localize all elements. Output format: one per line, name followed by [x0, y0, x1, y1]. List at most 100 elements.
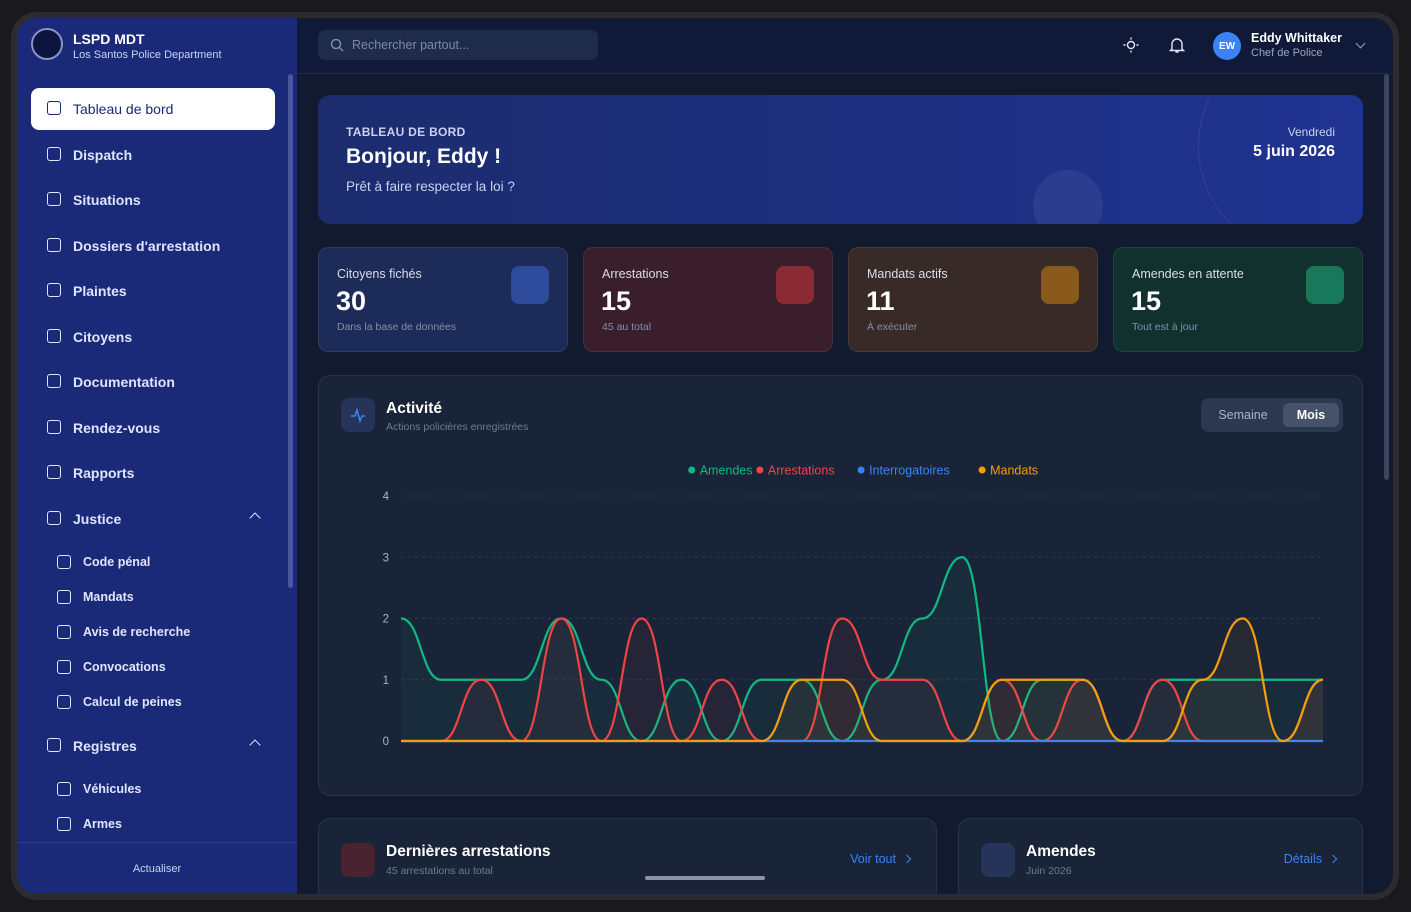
- legend-label: Amendes: [700, 464, 753, 478]
- nav-icon: [47, 147, 61, 161]
- nav-item[interactable]: Tableau de bord: [31, 88, 275, 130]
- topbar: Rechercher partout... EW Eddy Whittaker …: [297, 18, 1393, 74]
- series-area: [401, 557, 1323, 741]
- stat-label: Citoyens fichés: [337, 267, 422, 281]
- stat-label: Amendes en attente: [1132, 267, 1244, 281]
- nav-item[interactable]: Documentation: [31, 361, 275, 403]
- nav-icon: [57, 695, 71, 709]
- arrests-icon: [341, 843, 375, 877]
- nav-icon: [47, 329, 61, 343]
- nav-icon: [47, 101, 61, 115]
- arrests-title: Dernières arrestations: [386, 843, 551, 860]
- nav-subitem[interactable]: Mandats: [31, 582, 275, 612]
- nav-icon: [47, 465, 61, 479]
- nav-label: Registres: [73, 738, 137, 754]
- nav-chevron: [249, 739, 261, 751]
- stat-note: À exécuter: [867, 321, 918, 333]
- brand: LSPD MDT: [73, 31, 145, 47]
- activity-title: Activité: [386, 400, 442, 417]
- nav-subitem[interactable]: Véhicules: [31, 774, 275, 804]
- activity-icon: [341, 398, 375, 432]
- nav-item[interactable]: Dossiers d'arrestation: [31, 225, 275, 267]
- user-name: Eddy Whittaker: [1251, 31, 1342, 45]
- decor: [1033, 170, 1103, 224]
- sidebar: LSPD MDT Los Santos Police Department Ac…: [17, 18, 297, 894]
- y-tick-label: 3: [383, 552, 389, 564]
- brand-subtitle: Los Santos Police Department: [73, 49, 222, 61]
- y-tick-label: 4: [383, 491, 390, 503]
- nav-icon: [47, 420, 61, 434]
- fines-link[interactable]: Détails: [1283, 852, 1322, 866]
- stat-value: 11: [866, 286, 895, 316]
- nav-item[interactable]: Rendez-vous: [31, 407, 275, 449]
- nav-label: Situations: [73, 192, 141, 208]
- y-tick-label: 2: [383, 614, 389, 626]
- nav-icon: [57, 555, 71, 569]
- fines-subtitle: Juin 2026: [1026, 865, 1072, 877]
- hero-date: 5 juin 2026: [1253, 143, 1335, 160]
- nav-label: Code pénal: [83, 555, 151, 569]
- nav-subitem[interactable]: Calcul de peines: [31, 687, 275, 717]
- stat-value: 15: [601, 286, 632, 316]
- nav-label: Armes: [83, 817, 122, 831]
- avatar[interactable]: EW: [1213, 32, 1241, 60]
- nav-item[interactable]: Dispatch: [31, 134, 275, 176]
- nav-label: Rapports: [73, 465, 135, 481]
- search-placeholder: Rechercher partout...: [352, 38, 470, 52]
- stat-card: Mandats actifs 11 À exécuter: [848, 247, 1098, 352]
- nav-icon: [57, 660, 71, 674]
- stat-icon: [1306, 266, 1344, 304]
- fines-title: Amendes: [1026, 843, 1096, 860]
- fines-panel: Amendes Juin 2026 Détails: [958, 818, 1363, 894]
- theme-toggle[interactable]: [1123, 37, 1139, 53]
- decor: [1198, 95, 1363, 224]
- hero-weekday: Vendredi: [1287, 125, 1335, 139]
- nav-label: Dossiers d'arrestation: [73, 238, 221, 254]
- nav-item[interactable]: Situations: [31, 179, 275, 221]
- nav-subitem[interactable]: Armes: [31, 809, 275, 839]
- nav-item[interactable]: Rapports: [31, 452, 275, 494]
- nav-label: Véhicules: [83, 782, 142, 796]
- stat-card: Amendes en attente 15 Tout est à jour: [1113, 247, 1363, 352]
- stat-label: Mandats actifs: [867, 267, 948, 281]
- nav-item[interactable]: Plaintes: [31, 270, 275, 312]
- nav-icon: [57, 817, 71, 831]
- series-line: [401, 617, 1324, 743]
- y-tick-label: 0: [383, 736, 389, 748]
- legend-label: Arrestations: [768, 464, 835, 478]
- nav-label: Justice: [73, 511, 122, 527]
- nav-icon: [47, 192, 61, 206]
- notifications[interactable]: [1169, 36, 1185, 54]
- activity-glyph: [351, 407, 365, 424]
- nav-group[interactable]: Registres: [31, 725, 275, 767]
- user-menu-chevron[interactable]: [1355, 38, 1366, 49]
- stat-note: Dans la base de données: [337, 321, 457, 333]
- nav-icon: [57, 782, 71, 796]
- nav-icon: [57, 625, 71, 639]
- stat-label: Arrestations: [602, 267, 669, 281]
- fines-icon: [981, 843, 1015, 877]
- nav-icon: [47, 238, 61, 252]
- nav-item[interactable]: Citoyens: [31, 316, 275, 358]
- legend-dot: [756, 466, 764, 474]
- nav-subitem[interactable]: Avis de recherche: [31, 617, 275, 647]
- arrests-link[interactable]: Voir tout: [850, 852, 896, 866]
- app: LSPD MDT Los Santos Police Department Ac…: [17, 18, 1393, 894]
- nav-subitem[interactable]: Convocations: [31, 652, 275, 682]
- nav-label: Tableau de bord: [73, 101, 174, 117]
- nav-label: Calcul de peines: [83, 695, 182, 709]
- nav-icon: [47, 283, 61, 297]
- stat-icon: [1041, 266, 1079, 304]
- toggle-week[interactable]: Semaine: [1218, 408, 1268, 422]
- activity-panel: Activité Actions policières enregistrées…: [318, 375, 1363, 796]
- y-tick-label: 1: [383, 675, 389, 687]
- nav-icon: [47, 374, 61, 388]
- nav-label: Avis de recherche: [83, 625, 191, 639]
- nav-group[interactable]: Justice: [31, 498, 275, 540]
- nav-subitem[interactable]: Code pénal: [31, 547, 275, 577]
- search-box[interactable]: Rechercher partout...: [318, 30, 598, 60]
- toggle-month[interactable]: Mois: [1283, 403, 1339, 427]
- scrollbar: [288, 74, 293, 588]
- refresh-button[interactable]: Actualiser: [17, 842, 297, 894]
